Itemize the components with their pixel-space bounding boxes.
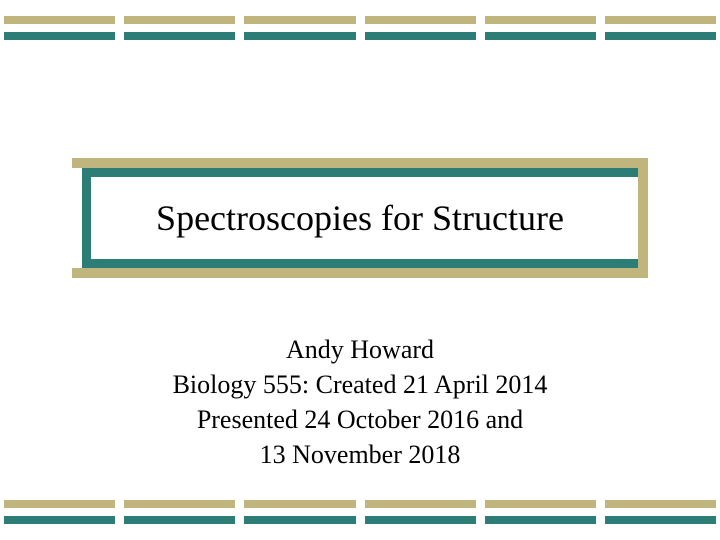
border-segment [485,500,596,524]
title-border-teal-bottom [82,259,638,268]
border-segment [124,16,235,40]
title-border-olive-top [72,158,648,168]
border-strip-top [0,16,720,40]
author-line: Andy Howard [0,332,720,367]
slide-title: Spectroscopies for Structure [72,197,648,239]
title-border-teal-top [82,168,638,177]
title-border-olive-bottom [72,268,648,278]
slide-subtitle: Andy Howard Biology 555: Created 21 Apri… [0,332,720,472]
border-segment [485,16,596,40]
border-segment [124,500,235,524]
border-segment [4,16,115,40]
course-line: Biology 555: Created 21 April 2014 [0,367,720,402]
border-segment [244,500,355,524]
presented-line-2: 13 November 2018 [0,437,720,472]
border-segment [4,500,115,524]
border-segment [244,16,355,40]
border-segment [365,16,476,40]
border-strip-bottom [0,500,720,524]
border-segment [605,16,716,40]
title-frame: Spectroscopies for Structure [72,158,648,278]
presented-line-1: Presented 24 October 2016 and [0,402,720,437]
border-segment [605,500,716,524]
border-segment [365,500,476,524]
